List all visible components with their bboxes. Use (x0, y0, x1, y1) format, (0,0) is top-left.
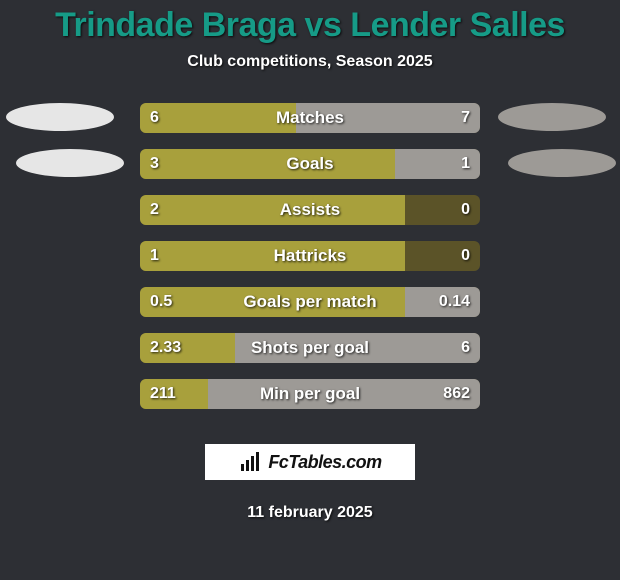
page-subtitle: Club competitions, Season 2025 (0, 53, 620, 71)
stat-bar-right (405, 287, 480, 317)
stat-row: Assists20 (0, 195, 620, 225)
stat-bar-left (140, 241, 405, 271)
stat-bar-right (235, 333, 480, 363)
stat-bar-left (140, 287, 405, 317)
stat-bar-left (140, 149, 395, 179)
page-title: Trindade Braga vs Lender Salles (0, 6, 620, 45)
logo-text: FcTables.com (268, 452, 381, 473)
stat-track (140, 287, 480, 317)
stat-rows: Matches67 Goals31 Assists20 Hattricks10 Goal… (0, 103, 620, 409)
container: Trindade Braga vs Lender Salles Club com… (0, 0, 620, 580)
stat-row: Shots per goal2.336 (0, 333, 620, 363)
stat-bar-left (140, 379, 208, 409)
bar-chart-icon (238, 450, 262, 474)
stat-row: Hattricks10 (0, 241, 620, 271)
comparison-chart: Matches67 Goals31 Assists20 Hattricks10 Goal… (0, 103, 620, 409)
stat-row: Goals31 (0, 149, 620, 179)
stat-row: Min per goal211862 (0, 379, 620, 409)
stat-row: Matches67 (0, 103, 620, 133)
stat-track (140, 333, 480, 363)
stat-bar-right (296, 103, 480, 133)
logo-box: FcTables.com (205, 444, 415, 480)
stat-track (140, 103, 480, 133)
stat-bar-right (208, 379, 480, 409)
date-label: 11 february 2025 (0, 504, 620, 522)
stat-row: Goals per match0.50.14 (0, 287, 620, 317)
stat-track (140, 149, 480, 179)
stat-bar-left (140, 195, 405, 225)
stat-track (140, 379, 480, 409)
stat-bar-right (395, 149, 480, 179)
stat-track (140, 195, 480, 225)
stat-track (140, 241, 480, 271)
stat-bar-left (140, 333, 235, 363)
stat-bar-left (140, 103, 296, 133)
